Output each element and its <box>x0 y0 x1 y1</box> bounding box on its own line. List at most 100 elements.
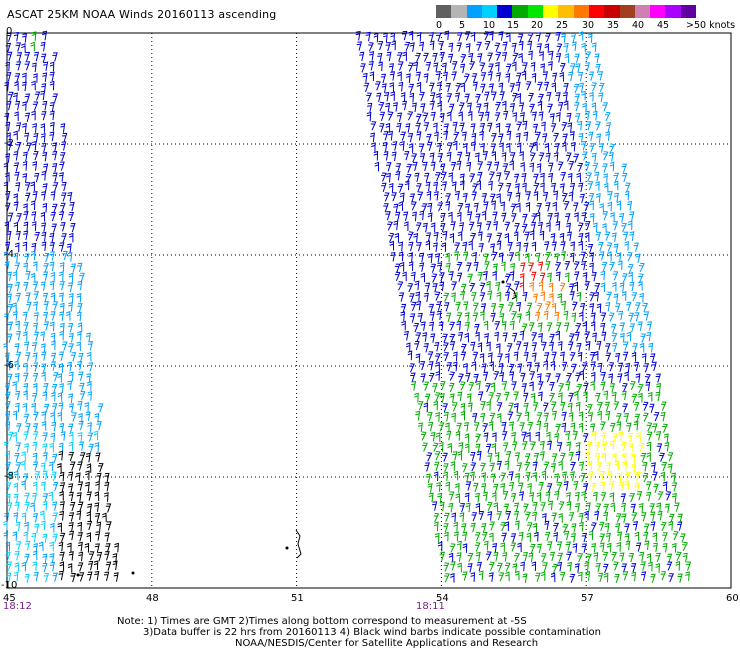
wind-barb <box>456 151 463 162</box>
wind-barb <box>529 381 534 392</box>
wind-barb <box>408 241 414 252</box>
wind-barb <box>590 312 596 322</box>
wind-barb <box>525 191 531 201</box>
wind-barb <box>550 123 557 133</box>
note-line-1: Note: 1) Times are GMT 2)Times along bot… <box>117 616 527 627</box>
wind-barb <box>42 151 48 162</box>
wind-barb <box>655 391 661 402</box>
wind-barb <box>477 53 483 63</box>
wind-barb <box>374 161 379 172</box>
wind-barb <box>452 351 458 362</box>
wind-barb <box>7 91 14 101</box>
wind-barb <box>634 482 640 493</box>
wind-barb <box>491 151 497 161</box>
wind-barb <box>580 141 587 151</box>
wind-barb <box>377 41 384 51</box>
wind-barb <box>537 81 543 91</box>
wind-barb <box>621 441 627 452</box>
wind-barb <box>393 220 399 231</box>
wind-barb <box>58 442 64 453</box>
wind-barb <box>52 150 58 161</box>
wind-barb <box>78 413 83 423</box>
colorbar-swatch <box>481 5 498 18</box>
wind-barb <box>15 521 21 532</box>
wind-barb <box>416 131 422 141</box>
wind-barb <box>24 521 29 532</box>
wind-barb <box>508 481 515 492</box>
colorbar-swatch <box>588 5 605 18</box>
wind-barb <box>636 491 643 501</box>
wind-barb <box>573 202 579 212</box>
wind-barb <box>565 430 571 441</box>
wind-barb <box>68 272 74 283</box>
wind-barb <box>462 193 468 203</box>
wind-barb <box>479 62 486 72</box>
wind-barb <box>613 180 619 191</box>
wind-barb <box>516 462 523 472</box>
wind-barb <box>528 322 535 332</box>
wind-barb <box>539 51 544 61</box>
wind-barb <box>498 252 504 263</box>
wind-barb <box>94 491 100 502</box>
wind-barb <box>408 261 414 271</box>
wind-barb <box>451 281 458 291</box>
wind-barb <box>590 371 596 382</box>
wind-barb <box>43 573 50 583</box>
wind-barb <box>674 502 680 512</box>
wind-barb <box>581 362 588 372</box>
wind-barb <box>48 491 53 502</box>
wind-barb <box>611 342 618 353</box>
wind-barb <box>542 71 548 81</box>
wind-barb <box>61 192 67 202</box>
wind-barb <box>23 322 29 332</box>
wind-barb <box>476 222 482 232</box>
wind-barb <box>472 251 477 262</box>
wind-barb <box>484 111 490 122</box>
wind-barb <box>550 182 557 193</box>
wind-barb <box>531 352 537 363</box>
wind-barb <box>24 61 31 71</box>
colorbar-swatch <box>604 5 620 18</box>
wind-barb <box>631 351 637 362</box>
wind-barb <box>443 352 450 362</box>
wind-barb <box>584 510 589 521</box>
wind-barb <box>469 173 476 183</box>
wind-barb <box>13 512 19 522</box>
wind-barb <box>580 251 587 261</box>
wind-barb <box>531 213 538 223</box>
wind-barb <box>13 92 18 103</box>
wind-barb <box>22 161 28 171</box>
wind-barb <box>524 461 531 472</box>
wind-barb <box>559 183 565 193</box>
wind-barb <box>470 141 476 152</box>
wind-barb <box>465 203 471 213</box>
wind-barb <box>14 343 20 353</box>
wind-barb <box>566 231 572 242</box>
wind-barb <box>59 501 65 511</box>
wind-barb <box>489 193 496 203</box>
wind-barb <box>69 501 76 512</box>
wind-barb <box>650 353 656 363</box>
wind-barb <box>602 102 609 112</box>
wind-barb <box>626 331 632 342</box>
wind-barb <box>438 321 444 332</box>
wind-barb <box>600 421 606 431</box>
wind-barb <box>431 273 438 283</box>
wind-barb <box>542 562 548 572</box>
wind-barb <box>486 501 493 512</box>
wind-barb <box>446 430 452 441</box>
wind-barb <box>543 310 549 321</box>
wind-barb <box>463 73 470 83</box>
wind-barb <box>452 402 458 412</box>
wind-barb <box>31 492 38 503</box>
wind-barb <box>480 83 486 93</box>
wind-barb <box>461 523 467 533</box>
wind-barb <box>402 51 407 62</box>
wind-barb <box>511 332 518 343</box>
wind-barb <box>436 142 442 153</box>
wind-barb <box>602 163 608 173</box>
wind-barb <box>32 362 39 372</box>
wind-barb <box>22 72 27 83</box>
wind-barb <box>433 231 439 242</box>
wind-barb <box>643 523 650 533</box>
